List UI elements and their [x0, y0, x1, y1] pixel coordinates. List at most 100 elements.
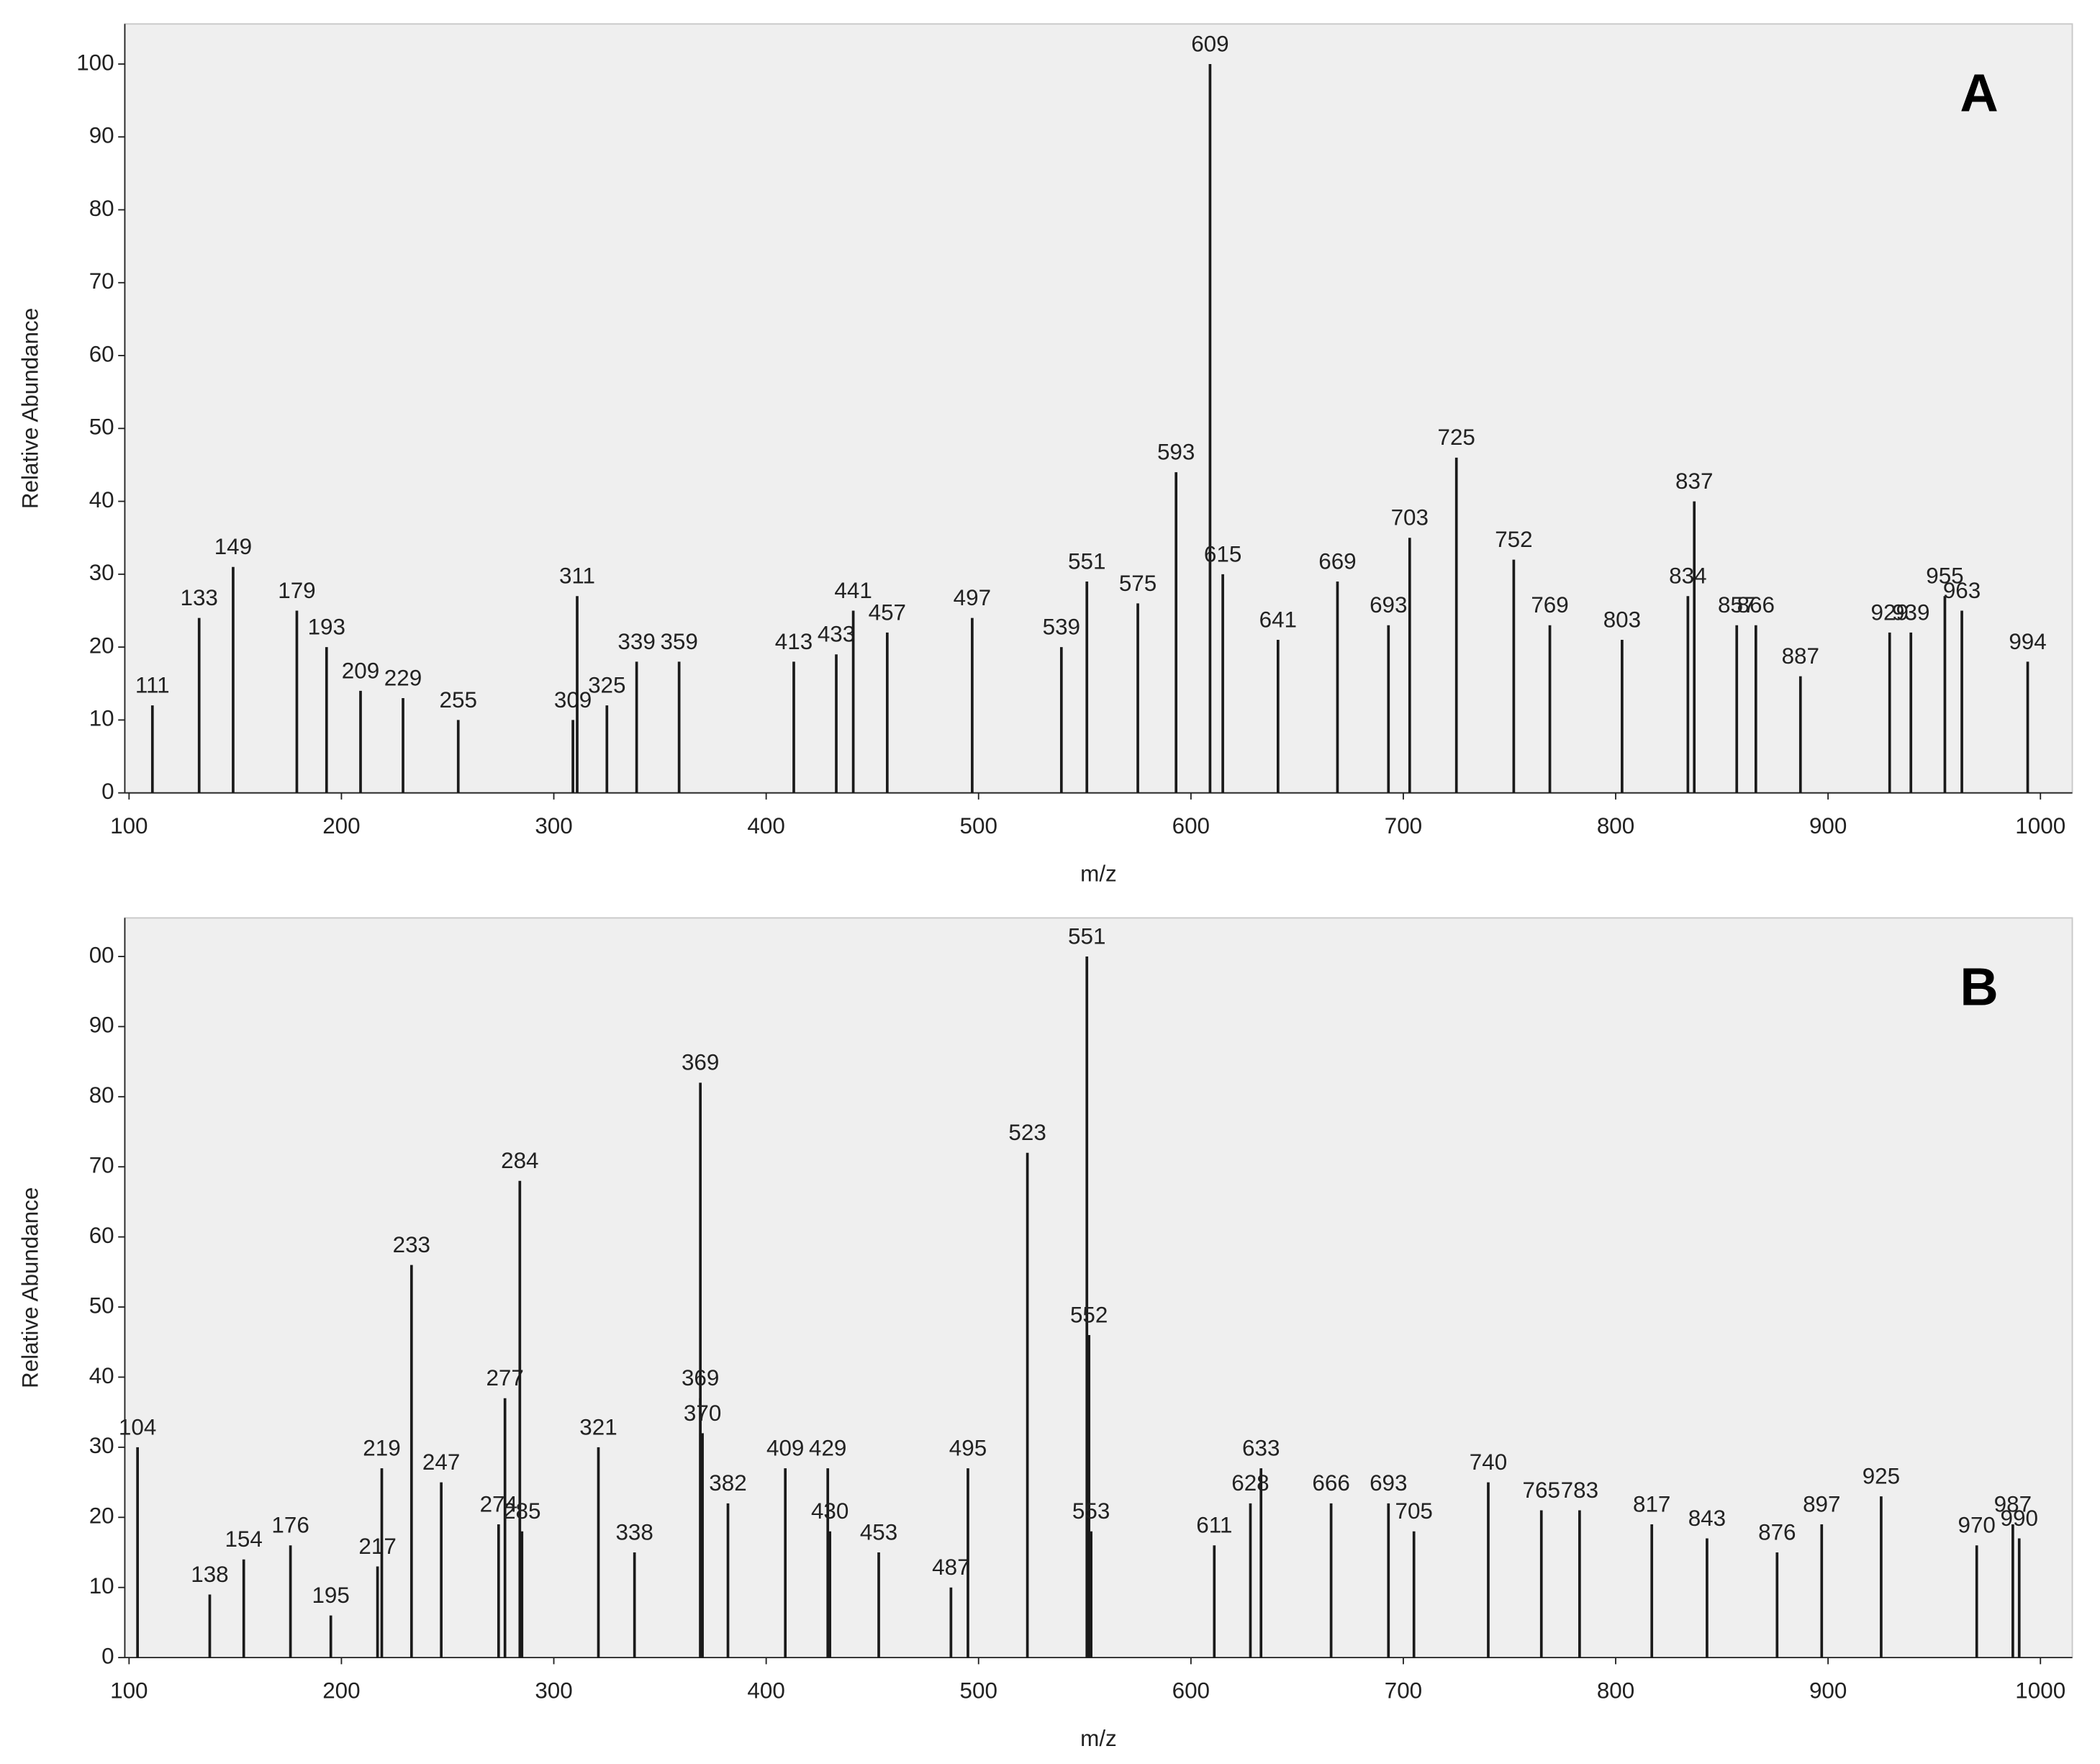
- peak-label: 633: [1242, 1436, 1280, 1461]
- peak-label: 277: [486, 1365, 523, 1390]
- peak-label: 609: [1191, 31, 1228, 56]
- peak-label: 274: [480, 1491, 517, 1516]
- panel-title: A: [1960, 63, 1998, 122]
- peak-label: 803: [1603, 607, 1641, 632]
- y-tick-label: 50: [89, 415, 114, 440]
- y-tick-label: 20: [89, 633, 114, 658]
- x-tick-label: 600: [1172, 1678, 1210, 1703]
- peak-label: 857: [1718, 592, 1755, 618]
- y-tick-label: 80: [89, 1082, 114, 1108]
- y-tick-label: 50: [89, 1293, 114, 1318]
- peak-label: 325: [588, 673, 625, 698]
- peak-label: 641: [1259, 607, 1297, 632]
- peak-label: 769: [1531, 592, 1568, 618]
- x-tick-label: 800: [1597, 813, 1634, 838]
- peak-label: 111: [135, 673, 170, 698]
- peak-label: 897: [1803, 1491, 1840, 1516]
- peak-label: 149: [214, 534, 252, 559]
- peak-label: 929: [1871, 600, 1909, 625]
- peak-label: 433: [818, 622, 855, 647]
- peak-label: 309: [554, 687, 592, 713]
- y-tick-label: 90: [89, 1013, 114, 1038]
- peak-label: 413: [775, 629, 813, 654]
- y-tick-label: 70: [89, 268, 114, 294]
- peak-label: 666: [1312, 1470, 1349, 1496]
- peak-label: 255: [440, 687, 477, 713]
- x-tick-label: 700: [1385, 813, 1422, 838]
- y-tick-label: 60: [89, 1223, 114, 1248]
- peak-label: 359: [660, 629, 697, 654]
- peak-label: 628: [1231, 1470, 1269, 1496]
- plot-area: [124, 917, 2073, 1659]
- peak-label: 593: [1157, 439, 1195, 464]
- peak-label: 705: [1395, 1498, 1432, 1524]
- peak-label: 133: [181, 585, 218, 610]
- x-tick-label: 400: [747, 1678, 784, 1703]
- peak-label: 104: [119, 1414, 156, 1439]
- peak-label: 693: [1370, 1470, 1407, 1496]
- peak-label: 817: [1633, 1491, 1670, 1516]
- peak-label: 429: [809, 1436, 846, 1461]
- x-tick-label: 900: [1809, 1678, 1847, 1703]
- peak-label: 765: [1523, 1478, 1560, 1503]
- peak-label: 783: [1561, 1478, 1598, 1503]
- peak-label: 219: [363, 1436, 400, 1461]
- peak-label: 154: [225, 1526, 262, 1552]
- peak-label: 990: [2001, 1506, 2038, 1531]
- peak-label: 453: [860, 1519, 897, 1544]
- peak-label: 740: [1470, 1449, 1507, 1475]
- y-axis-label: Relative Abundance: [17, 308, 42, 509]
- peak-label: 987: [1994, 1491, 2032, 1516]
- peak-label: 551: [1068, 923, 1105, 949]
- peak-label: 409: [766, 1436, 804, 1461]
- peak-label: 441: [834, 578, 872, 603]
- peak-label: 970: [1958, 1513, 1996, 1538]
- peak-label: 551: [1068, 548, 1105, 574]
- peak-label: 430: [811, 1498, 848, 1524]
- x-axis-label: m/z: [1080, 1726, 1117, 1751]
- x-tick-label: 900: [1809, 813, 1847, 838]
- peak-label: 457: [869, 600, 906, 625]
- y-tick-label: 00: [89, 942, 114, 967]
- x-tick-label: 700: [1385, 1678, 1422, 1703]
- peak-label: 176: [271, 1513, 309, 1538]
- peak-label: 834: [1669, 564, 1706, 589]
- x-tick-label: 1000: [2015, 813, 2065, 838]
- peak-label: 338: [615, 1519, 653, 1544]
- peak-label: 209: [342, 658, 379, 683]
- peak-label: 284: [501, 1148, 538, 1173]
- peak-label: 703: [1391, 505, 1429, 530]
- y-tick-label: 40: [89, 1363, 114, 1388]
- peak-label: 339: [617, 629, 655, 654]
- x-tick-label: 400: [747, 813, 784, 838]
- peak-label: 693: [1370, 592, 1407, 618]
- y-axis-label: Relative Abundance: [17, 1188, 42, 1388]
- peak-label: 193: [308, 615, 345, 640]
- y-tick-label: 20: [89, 1503, 114, 1529]
- y-tick-label: 60: [89, 341, 114, 366]
- peak-label: 963: [1943, 578, 1981, 603]
- peak-label: 369: [682, 1365, 719, 1390]
- peak-label: 925: [1863, 1463, 1900, 1488]
- peak-label: 955: [1926, 564, 1963, 589]
- y-tick-label: 40: [89, 487, 114, 512]
- y-tick-label: 30: [89, 560, 114, 585]
- peak-label: 887: [1782, 643, 1819, 669]
- peak-label: 217: [358, 1534, 396, 1559]
- peak-label: 233: [393, 1232, 430, 1257]
- peak-label: 539: [1043, 615, 1080, 640]
- peak-label: 866: [1737, 592, 1775, 618]
- peak-label: 195: [312, 1583, 349, 1608]
- peak-label: 611: [1196, 1513, 1232, 1538]
- peak-label: 495: [949, 1436, 987, 1461]
- peak-label: 382: [709, 1470, 746, 1496]
- panel-title: B: [1960, 957, 1998, 1017]
- peak-label: 843: [1688, 1506, 1726, 1531]
- x-tick-label: 500: [960, 813, 997, 838]
- peak-label: 523: [1008, 1120, 1046, 1145]
- peak-label: 837: [1675, 469, 1713, 494]
- peak-label: 247: [422, 1449, 460, 1475]
- peak-label: 487: [932, 1555, 969, 1580]
- y-tick-label: 30: [89, 1433, 114, 1458]
- peak-label: 553: [1072, 1498, 1110, 1524]
